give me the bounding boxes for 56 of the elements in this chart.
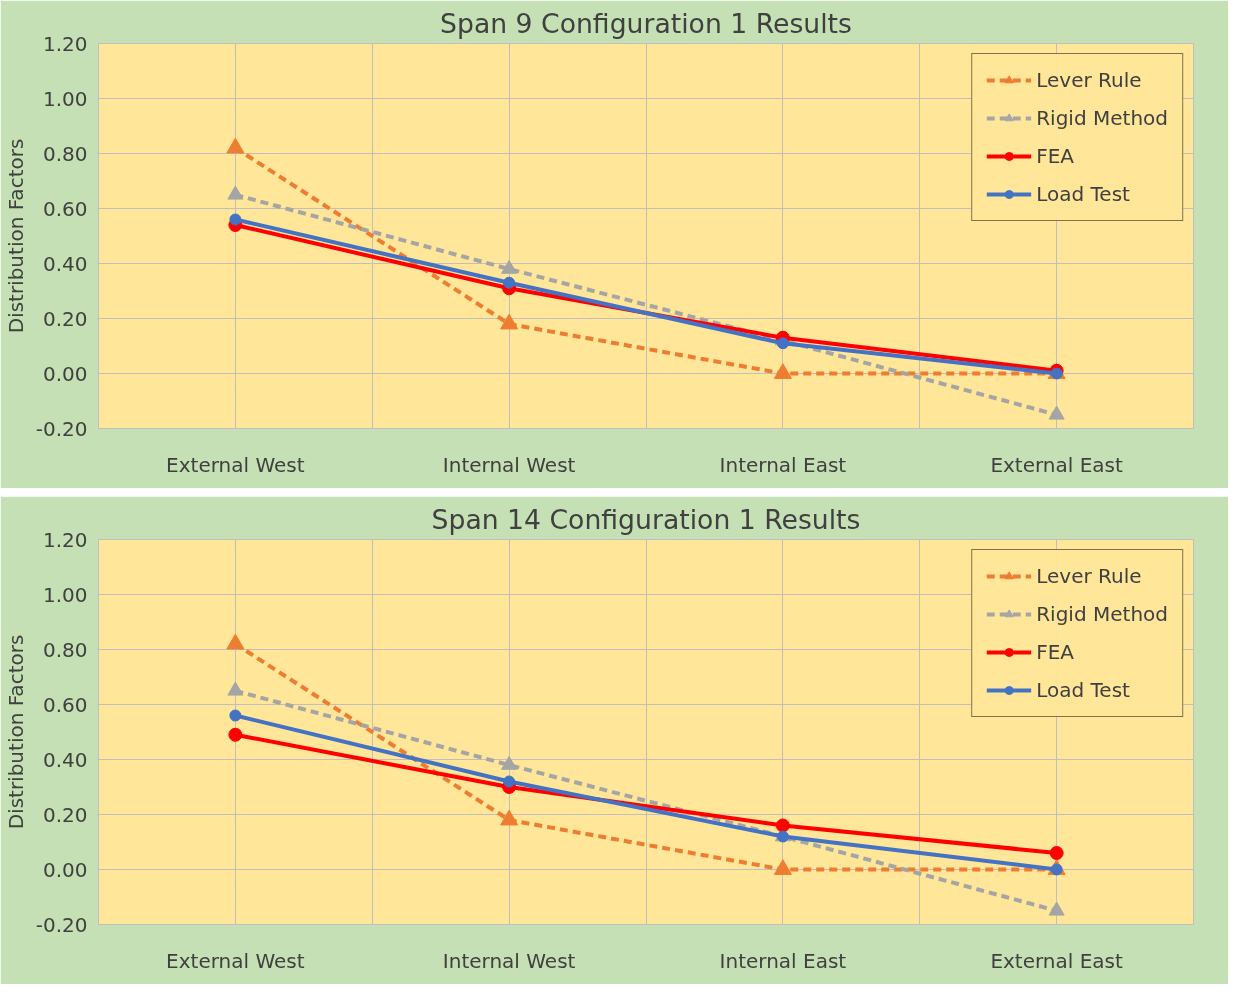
y-tick-label: -0.20: [35, 416, 88, 441]
point: [226, 633, 245, 650]
point: [1049, 846, 1064, 860]
x-tick-label: Internal East: [719, 948, 847, 973]
point: [773, 859, 792, 875]
point: [500, 809, 519, 826]
point: [775, 818, 790, 833]
point: [503, 775, 516, 788]
legend-label: Lever Rule: [1036, 564, 1142, 588]
y-axis-title: Distribution Factors: [3, 138, 28, 334]
point: [501, 755, 518, 770]
legend-label: Rigid Method: [1036, 106, 1168, 130]
legend-label: Load Test: [1036, 182, 1130, 206]
point: [503, 276, 516, 289]
x-tick-label: External East: [990, 948, 1124, 973]
legend-label: Rigid Method: [1036, 602, 1168, 626]
point: [228, 727, 243, 742]
chart-title: Span 14 Configuration 1 Results: [431, 503, 861, 535]
point: [1048, 405, 1065, 420]
point: [501, 259, 518, 274]
y-tick-label: 0.00: [42, 857, 88, 882]
point: [500, 313, 519, 330]
y-tick-label: 0.00: [42, 361, 88, 386]
point: [227, 681, 244, 696]
y-tick-label: 0.20: [42, 802, 88, 827]
point: [776, 337, 789, 350]
point: [229, 213, 242, 226]
point: [226, 137, 245, 154]
y-tick-label: 1.20: [42, 527, 88, 552]
y-tick-label: -0.20: [35, 912, 88, 937]
y-tick-label: 1.00: [42, 86, 88, 111]
legend-label: FEA: [1036, 640, 1075, 664]
y-tick-label: 0.80: [42, 141, 88, 166]
chart-title: Span 9 Configuration 1 Results: [440, 7, 852, 39]
point: [1048, 901, 1065, 916]
x-tick-label: Internal East: [719, 452, 847, 477]
y-tick-label: 0.40: [42, 747, 88, 772]
x-tick-label: External West: [166, 948, 305, 973]
point: [773, 363, 792, 379]
x-tick-label: Internal West: [442, 452, 576, 477]
y-tick-label: 0.60: [42, 196, 88, 221]
y-axis-title: Distribution Factors: [3, 634, 28, 830]
legend-label: Load Test: [1036, 678, 1130, 702]
y-tick-label: 0.80: [42, 637, 88, 662]
y-tick-label: 0.60: [42, 692, 88, 717]
point: [227, 185, 244, 200]
legend-label: FEA: [1036, 144, 1075, 168]
x-tick-label: Internal West: [442, 948, 576, 973]
y-tick-label: 1.20: [42, 31, 88, 56]
legend-label: Lever Rule: [1036, 68, 1142, 92]
y-tick-label: 0.20: [42, 306, 88, 331]
y-tick-label: 0.40: [42, 251, 88, 276]
y-tick-label: 1.00: [42, 582, 88, 607]
x-tick-label: External East: [990, 452, 1124, 477]
x-tick-label: External West: [166, 452, 305, 477]
point: [229, 709, 242, 722]
